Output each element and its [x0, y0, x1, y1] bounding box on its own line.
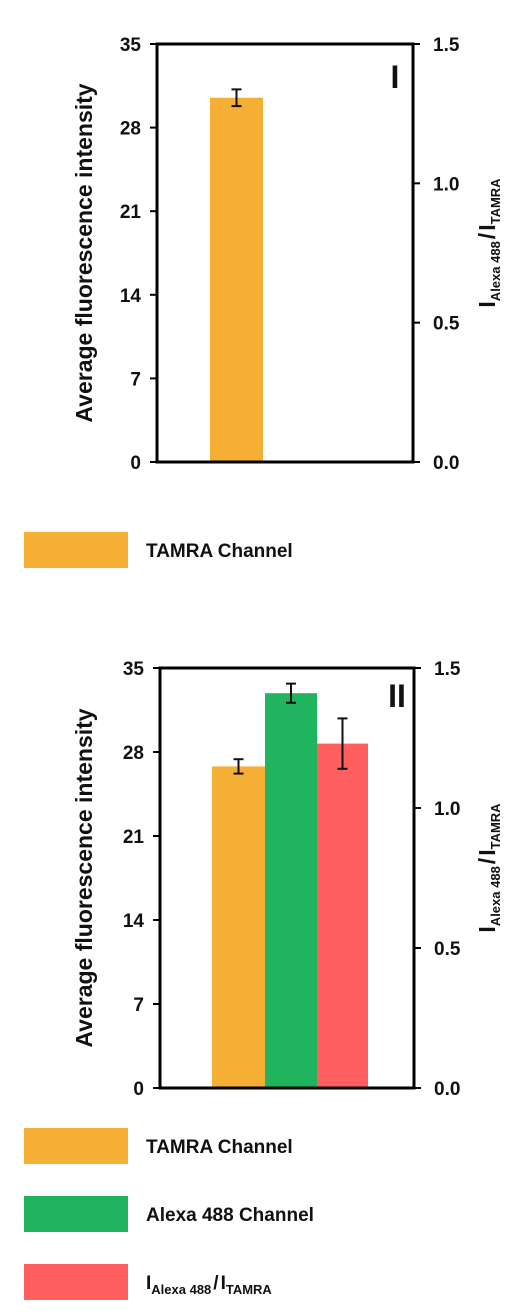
- left-tick-label: 7: [130, 369, 141, 390]
- right-tick-label: 1.5: [433, 35, 460, 56]
- legend-swatch: [24, 1128, 128, 1164]
- right-tick-label: 1.0: [434, 799, 460, 820]
- legend-label: IAlexa 488/ITAMRA: [146, 1273, 272, 1297]
- right-tick-label: 0.0: [434, 1079, 460, 1100]
- panel-label: II: [388, 678, 406, 714]
- plot-frame: [155, 42, 415, 464]
- right-tick-label: 0.5: [433, 314, 460, 335]
- legend-label: TAMRA Channel: [146, 1137, 293, 1158]
- left-tick-label: 21: [120, 202, 142, 223]
- y-axis-title-left: Average fluorescence intensity: [71, 708, 97, 1047]
- left-tick-label: 21: [123, 827, 145, 848]
- bar-i-alexa-488-i-tamra: [317, 743, 368, 1088]
- chart-panel-1: 0 7 14 21 28 35 0.0 0.5 1.0 1.5 Average fluorescen…: [71, 35, 503, 474]
- left-tick-label: 0: [133, 1079, 144, 1100]
- plot-frame: [158, 666, 416, 1090]
- left-tick-label: 7: [133, 995, 144, 1016]
- legend-item: TAMRA Channel: [24, 1128, 293, 1164]
- bar-alexa-488-channel: [265, 693, 317, 1088]
- error-bar: [286, 682, 296, 704]
- legend: TAMRA Channel: [24, 532, 293, 568]
- error-bar: [337, 717, 348, 770]
- legend-item: TAMRA Channel: [24, 532, 293, 568]
- bar-tamra-channel: [210, 97, 263, 462]
- legend-swatch: [24, 1196, 128, 1232]
- legend-swatch: [24, 532, 128, 568]
- y-axis-title-left: Average fluorescence intensity: [71, 83, 97, 422]
- right-tick-label: 0.0: [433, 453, 459, 474]
- left-tick-label: 14: [120, 286, 142, 307]
- left-tick-label: 35: [120, 35, 142, 56]
- left-tick-label: 28: [123, 743, 144, 764]
- right-tick-label: 1.0: [433, 174, 459, 195]
- chart-panel-2: 0 7 14 21 28 35 0.0 0.5 1.0 1.5 Average fluorescen…: [71, 659, 503, 1100]
- panel-label: I: [391, 59, 400, 95]
- left-tick-label: 14: [123, 911, 145, 932]
- bar-tamra-channel: [212, 766, 265, 1088]
- y-axis-title-right: IAlexa 488/ITAMRA: [474, 803, 503, 933]
- left-tick-label: 0: [130, 453, 141, 474]
- legend-item: Alexa 488 Channel: [24, 1196, 314, 1232]
- legend-item: IAlexa 488/ITAMRA: [24, 1264, 272, 1300]
- legend-swatch: [24, 1264, 128, 1300]
- legend-label: TAMRA Channel: [146, 541, 293, 562]
- legend: TAMRA Channel Alexa 488 Channel IAlexa 488…: [24, 1128, 314, 1300]
- left-tick-label: 28: [120, 119, 141, 140]
- right-tick-label: 0.5: [434, 939, 461, 960]
- error-bar: [233, 758, 244, 775]
- y-axis-title-right: IAlexa 488/ITAMRA: [474, 178, 503, 308]
- right-tick-label: 1.5: [434, 659, 461, 680]
- error-bar: [231, 88, 242, 108]
- legend-label: Alexa 488 Channel: [146, 1205, 314, 1226]
- left-tick-label: 35: [123, 659, 145, 680]
